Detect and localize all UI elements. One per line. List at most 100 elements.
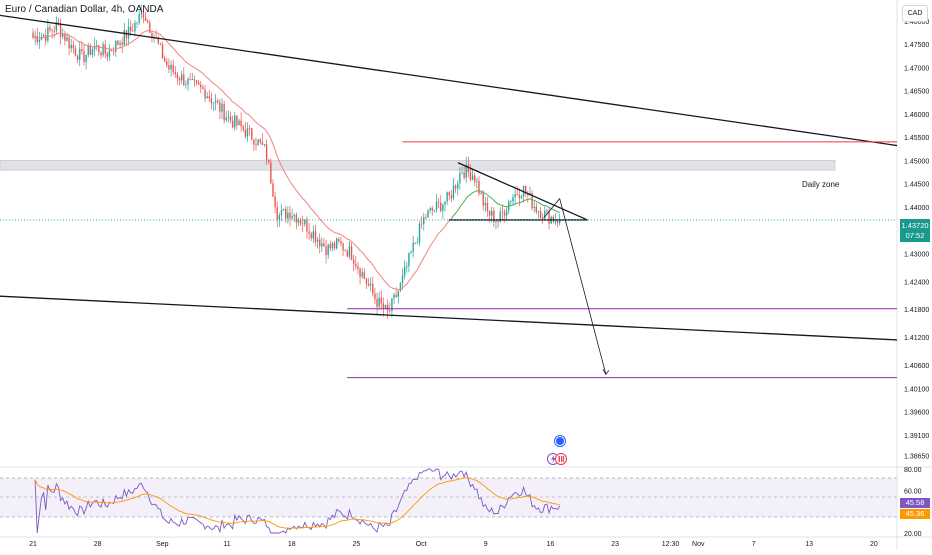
candle-body (319, 239, 321, 247)
time-axis[interactable]: 21 28 Sep 11 18 25 Oct 9 16 23 12:30 Nov 7 13 20 (29, 541, 878, 548)
candle-body (293, 214, 295, 217)
candle-body (552, 216, 555, 222)
candle-body (480, 192, 482, 194)
projection-arrow-lead[interactable] (543, 198, 560, 219)
candle-body (316, 239, 319, 242)
price-tick-label: 1.45000 (904, 158, 929, 165)
candle-body (382, 303, 385, 309)
candle-body (255, 144, 257, 146)
price-tick-label: 1.41200 (904, 335, 929, 342)
price-tick-label: 1.46000 (904, 112, 929, 119)
candle-body (274, 196, 276, 208)
currency-button[interactable]: CAD (902, 5, 928, 22)
candle-body (64, 33, 66, 41)
alert-circle-icon[interactable] (554, 435, 566, 447)
candle-body (223, 103, 225, 121)
candle-body (365, 278, 368, 284)
candle-body (68, 37, 70, 49)
candle-body (514, 194, 516, 198)
candle-body (516, 194, 518, 196)
candle-body (270, 162, 272, 184)
candle-body (401, 275, 404, 284)
candle-body (314, 231, 317, 242)
candle-body (448, 192, 450, 196)
candle-body (442, 204, 444, 211)
candle-body (66, 37, 68, 41)
daily-zone-rect[interactable] (0, 160, 836, 171)
candle-body (100, 52, 102, 56)
candle-body (340, 241, 342, 244)
rsi-plot-area[interactable] (0, 476, 897, 537)
candle-body (463, 172, 465, 178)
candle-body (70, 44, 72, 49)
candle-body (208, 96, 210, 99)
candle-body (412, 242, 414, 252)
time-tick-label: 16 (547, 541, 555, 548)
candle-body (272, 183, 274, 197)
candle-body (454, 185, 457, 189)
candle-body (210, 98, 213, 103)
candle-body (406, 266, 408, 268)
drawings-group[interactable] (0, 14, 898, 379)
trendline-line[interactable] (0, 14, 898, 147)
candle-body (308, 231, 310, 234)
candle-body (55, 22, 58, 32)
candle-body (374, 293, 376, 300)
candle-body (380, 297, 382, 304)
candle-body (435, 201, 438, 210)
candle-body (129, 26, 132, 31)
triangle-upper-line[interactable] (457, 162, 588, 221)
candle-body (484, 202, 487, 206)
projection-arrow-head[interactable] (602, 369, 610, 376)
candle-body (236, 115, 238, 126)
candle-body (98, 45, 100, 53)
candle-body (467, 164, 470, 173)
candle-body (427, 210, 429, 218)
candle-body (299, 219, 302, 224)
candle-body (520, 195, 523, 199)
candle-body (217, 100, 219, 103)
time-tick-label: 9 (484, 541, 488, 548)
candle-body (338, 238, 340, 242)
candle-body (289, 212, 291, 219)
dividend-icon[interactable] (555, 453, 567, 465)
candle-body (505, 210, 508, 216)
candle-body (321, 243, 323, 247)
candle-body (452, 185, 455, 199)
rsi-axis[interactable]: 80.00 60.00 20.00 (904, 467, 922, 538)
candle-body (310, 233, 312, 239)
candle-body (376, 299, 378, 307)
candle-body (416, 242, 419, 244)
candle-body (399, 283, 402, 291)
candle-body (348, 246, 351, 257)
time-tick-label: Sep (156, 541, 169, 548)
candle-body (265, 144, 268, 160)
candle-body (193, 79, 196, 81)
candle-body (503, 212, 506, 216)
bar-countdown: 07:52 (905, 231, 925, 240)
candle-body (433, 209, 436, 211)
candle-body (121, 42, 123, 45)
price-tick-label: 1.41800 (904, 307, 929, 314)
candle-body (227, 116, 230, 118)
candle-body (323, 243, 325, 247)
candle-body (202, 87, 204, 90)
rsi-ma-badge: 45.36 (900, 509, 930, 519)
time-tick-label: Nov (692, 541, 705, 548)
candle-body (546, 210, 548, 212)
candle-body (197, 82, 200, 85)
candle-body (83, 50, 85, 62)
candle-body (474, 175, 476, 182)
candle-body (510, 201, 512, 203)
candle-body (76, 55, 79, 60)
candle-body (231, 120, 234, 128)
candle-body (34, 35, 36, 38)
candle-body (486, 202, 489, 212)
trendline-line[interactable] (0, 295, 898, 341)
projection-arrow-line[interactable] (559, 198, 607, 375)
main-plot-area[interactable] (0, 0, 897, 465)
time-tick-label: 7 (752, 541, 756, 548)
candle-body (403, 267, 406, 276)
